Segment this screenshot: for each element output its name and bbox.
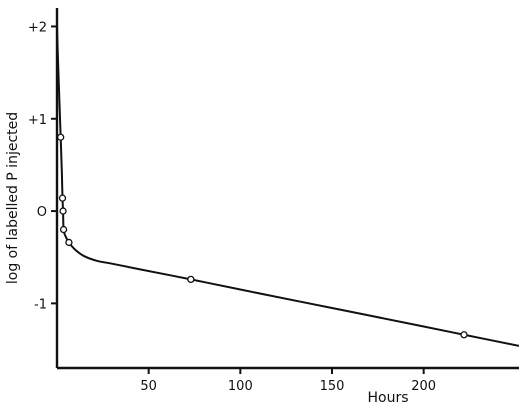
decay-curve: [56, 26, 519, 347]
x-tick-label: 50: [140, 379, 157, 394]
x-tick-label: 200: [411, 379, 436, 394]
y-axis-title: log of labelled P injected: [5, 112, 21, 284]
data-point: [187, 275, 195, 284]
data-point: [57, 133, 65, 141]
x-tick-label: 100: [228, 379, 253, 394]
y-tick-label: O: [37, 205, 47, 220]
data-point: [59, 207, 67, 215]
y-tick-label: -1: [34, 297, 47, 312]
chart-axes: [55, 8, 519, 370]
y-tick-label: +1: [28, 113, 47, 128]
data-points: [57, 133, 468, 339]
data-point: [59, 225, 68, 234]
x-axis-title: Hours: [367, 390, 408, 406]
data-point: [460, 331, 468, 339]
y-axis-ticks: +2 +1 O -1: [28, 20, 57, 312]
x-axis-ticks: 50 100 150 200: [140, 368, 436, 394]
y-tick-label: +2: [28, 20, 47, 35]
data-point: [58, 194, 67, 202]
x-tick-label: 150: [320, 379, 345, 394]
data-point: [65, 238, 73, 247]
